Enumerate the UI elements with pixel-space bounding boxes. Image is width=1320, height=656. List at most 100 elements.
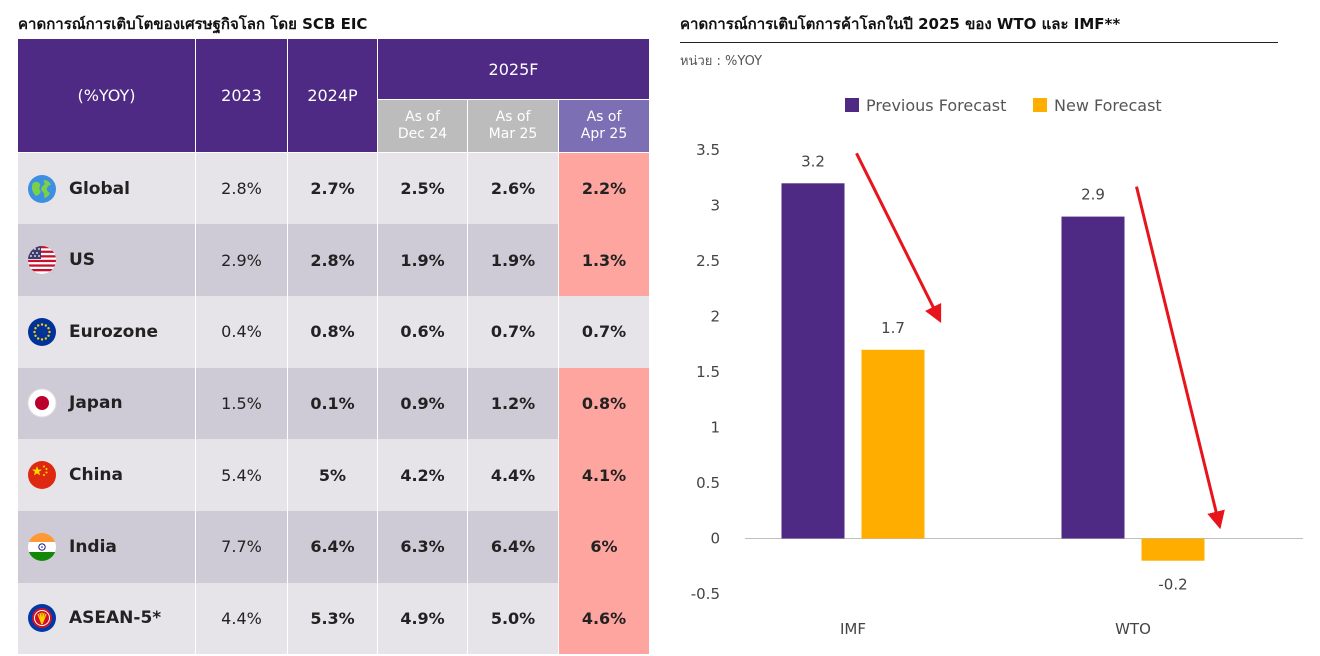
value-2024p: 0.1% bbox=[287, 367, 378, 440]
region-cell: Japan bbox=[17, 367, 196, 440]
y-tick-label: 3 bbox=[710, 197, 720, 215]
y-tick-label: -0.5 bbox=[691, 585, 720, 603]
value-mar25: 6.4% bbox=[467, 510, 559, 583]
region-cell: ASEAN-5* bbox=[17, 582, 196, 655]
value-2023: 0.4% bbox=[195, 295, 288, 368]
value-2024p: 2.7% bbox=[287, 152, 378, 225]
y-tick-label: 2 bbox=[710, 308, 720, 326]
value-mar25: 2.6% bbox=[467, 152, 559, 225]
data-label: 1.7 bbox=[881, 319, 905, 337]
left-table-title: คาดการณ์การเติบโตของเศรษฐกิจโลก โดย SCB … bbox=[18, 15, 368, 33]
value-2024p: 5% bbox=[287, 439, 378, 511]
value-apr25: 2.2% bbox=[557, 152, 651, 225]
y-tick-label: 0 bbox=[710, 530, 720, 548]
y-tick-label: 0.5 bbox=[696, 474, 720, 492]
growth-forecast-table: (%YOY) 2023 2024P 2025F As of Dec 24 As o… bbox=[17, 38, 651, 655]
value-mar25: 5.0% bbox=[467, 582, 559, 655]
data-label: -0.2 bbox=[1158, 576, 1187, 594]
value-2023: 2.9% bbox=[195, 224, 288, 296]
legend-label-0: Previous Forecast bbox=[866, 96, 1006, 115]
japan-flag-icon bbox=[27, 388, 57, 418]
table-row-asean-5: ASEAN-5* 4.4% 5.3% 4.9% 5.0% 4.6% bbox=[17, 582, 651, 655]
table-row-china: China 5.4% 5% 4.2% 4.4% 4.1% bbox=[17, 439, 651, 511]
y-tick-label: 1.5 bbox=[696, 363, 720, 381]
region-name: Eurozone bbox=[69, 321, 158, 342]
value-mar25: 0.7% bbox=[467, 295, 559, 368]
value-apr25: 0.8% bbox=[557, 367, 651, 440]
x-category-label: WTO bbox=[1115, 620, 1151, 638]
data-label: 3.2 bbox=[801, 152, 825, 170]
bar-imf-1 bbox=[861, 349, 925, 539]
title-divider bbox=[680, 42, 1278, 43]
y-tick-label: 3.5 bbox=[696, 141, 720, 159]
y-tick-label: 2.5 bbox=[696, 252, 720, 270]
forecast-2025-header: 2025F bbox=[376, 38, 651, 100]
value-2023: 2.8% bbox=[195, 152, 288, 225]
legend-swatch-1 bbox=[1033, 98, 1047, 112]
value-2023: 5.4% bbox=[195, 439, 288, 511]
region-cell: Eurozone bbox=[17, 295, 196, 368]
china-flag-icon bbox=[27, 460, 57, 490]
value-2023: 1.5% bbox=[195, 367, 288, 440]
value-apr25: 6% bbox=[557, 510, 651, 583]
asof-dec24-header: As of Dec 24 bbox=[377, 99, 468, 153]
year-2024p-header: 2024P bbox=[287, 38, 378, 153]
region-cell: India bbox=[17, 510, 196, 583]
value-dec24: 2.5% bbox=[377, 152, 468, 225]
bar-wto-1 bbox=[1141, 538, 1205, 561]
region-cell: Global bbox=[17, 152, 196, 225]
legend-swatch-0 bbox=[845, 98, 859, 112]
metric-header: (%YOY) bbox=[17, 38, 196, 153]
value-2023: 4.4% bbox=[195, 582, 288, 655]
y-tick-label: 1 bbox=[710, 419, 720, 437]
value-apr25: 4.1% bbox=[557, 439, 651, 511]
value-mar25: 4.4% bbox=[467, 439, 559, 511]
table-row-us: US 2.9% 2.8% 1.9% 1.9% 1.3% bbox=[17, 224, 651, 296]
table-row-japan: Japan 1.5% 0.1% 0.9% 1.2% 0.8% bbox=[17, 367, 651, 440]
asof-apr25-header: As of Apr 25 bbox=[557, 99, 651, 153]
region-name: Global bbox=[69, 178, 130, 199]
eu-flag-icon bbox=[27, 317, 57, 347]
asean-icon bbox=[27, 603, 57, 633]
value-apr25: 4.6% bbox=[557, 582, 651, 655]
india-flag-icon bbox=[27, 532, 57, 562]
region-name: US bbox=[69, 250, 96, 271]
value-dec24: 1.9% bbox=[377, 224, 468, 296]
value-2024p: 6.4% bbox=[287, 510, 378, 583]
value-dec24: 0.6% bbox=[377, 295, 468, 368]
value-dec24: 6.3% bbox=[377, 510, 468, 583]
globe-icon bbox=[27, 174, 57, 204]
value-apr25: 1.3% bbox=[557, 224, 651, 296]
legend-label-1: New Forecast bbox=[1054, 96, 1162, 115]
region-cell: China bbox=[17, 439, 196, 511]
value-2024p: 2.8% bbox=[287, 224, 378, 296]
us-flag-icon bbox=[27, 245, 57, 275]
x-category-label: IMF bbox=[840, 620, 866, 638]
region-cell: US bbox=[17, 224, 196, 296]
trend-arrow-wto bbox=[1135, 186, 1225, 530]
region-name: ASEAN-5* bbox=[69, 608, 162, 629]
value-mar25: 1.9% bbox=[467, 224, 559, 296]
bar-imf-0 bbox=[781, 183, 845, 539]
value-dec24: 0.9% bbox=[377, 367, 468, 440]
value-2024p: 0.8% bbox=[287, 295, 378, 368]
bar-wto-0 bbox=[1061, 216, 1125, 539]
value-dec24: 4.2% bbox=[377, 439, 468, 511]
data-label: 2.9 bbox=[1081, 186, 1105, 204]
table-row-global: Global 2.8% 2.7% 2.5% 2.6% 2.2% bbox=[17, 152, 651, 225]
table-row-eurozone: Eurozone 0.4% 0.8% 0.6% 0.7% 0.7% bbox=[17, 295, 651, 368]
table-row-india: India 7.7% 6.4% 6.3% 6.4% 6% bbox=[17, 510, 651, 583]
right-chart-title: คาดการณ์การเติบโตการค้าโลกในปี 2025 ของ … bbox=[680, 15, 1121, 33]
value-2023: 7.7% bbox=[195, 510, 288, 583]
region-name: Japan bbox=[69, 393, 123, 414]
trend-arrow-imf bbox=[855, 152, 942, 324]
trade-growth-chart: Previous Forecast New Forecast 3.5 3 2.5 2 1.5… bbox=[691, 96, 1303, 638]
value-2024p: 5.3% bbox=[287, 582, 378, 655]
value-apr25: 0.7% bbox=[557, 295, 651, 368]
year-2023-header: 2023 bbox=[195, 38, 288, 153]
asof-mar25-header: As of Mar 25 bbox=[467, 99, 559, 153]
value-dec24: 4.9% bbox=[377, 582, 468, 655]
region-name: India bbox=[69, 536, 117, 557]
unit-label: หน่วย : %YOY bbox=[680, 54, 763, 69]
value-mar25: 1.2% bbox=[467, 367, 559, 440]
